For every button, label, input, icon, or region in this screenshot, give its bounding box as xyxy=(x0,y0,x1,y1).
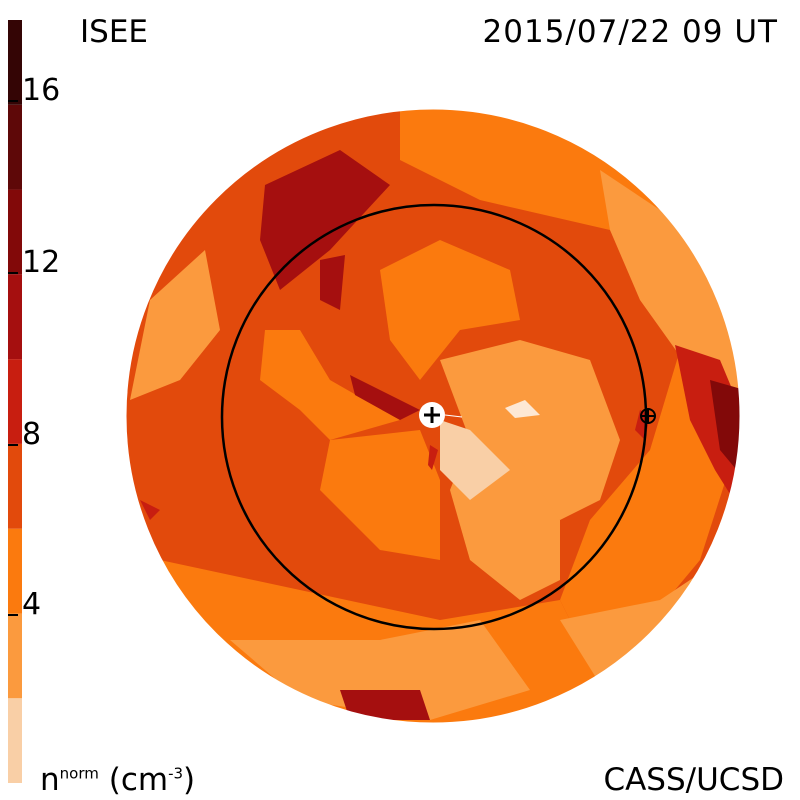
unit-label: nnorm (cm-3) xyxy=(40,762,196,798)
colorbar-band-4 xyxy=(8,359,22,444)
colorbar-label-12: 12 xyxy=(22,245,61,280)
map-boundary xyxy=(125,108,741,724)
colorbar-tick-8 xyxy=(8,444,18,446)
colorbar-band-6 xyxy=(8,189,22,275)
colorbar-band-0 xyxy=(8,698,22,783)
colorbar-band-2 xyxy=(8,528,22,614)
colorbar-tick-4 xyxy=(8,614,18,616)
colorbar-band-5 xyxy=(8,274,22,360)
colorbar-label-8: 8 xyxy=(22,417,42,452)
colorbar-band-3 xyxy=(8,443,22,529)
credit-label: CASS/UCSD xyxy=(603,762,784,798)
datetime-label: 2015/07/22 09 UT xyxy=(482,14,778,50)
colorbar-tick-16 xyxy=(8,100,18,102)
color-scale-bar xyxy=(8,20,22,783)
colorbar-band-1 xyxy=(8,613,22,699)
sun-marker xyxy=(419,402,463,428)
colorbar-tick-12 xyxy=(8,272,18,274)
colorbar-label-16: 16 xyxy=(22,73,61,108)
colorbar-band-7 xyxy=(8,104,22,190)
earth-marker xyxy=(640,408,656,424)
colorbar-label-4: 4 xyxy=(22,587,42,622)
source-label: ISEE xyxy=(80,14,148,50)
colorbar-band-8 xyxy=(8,20,22,105)
